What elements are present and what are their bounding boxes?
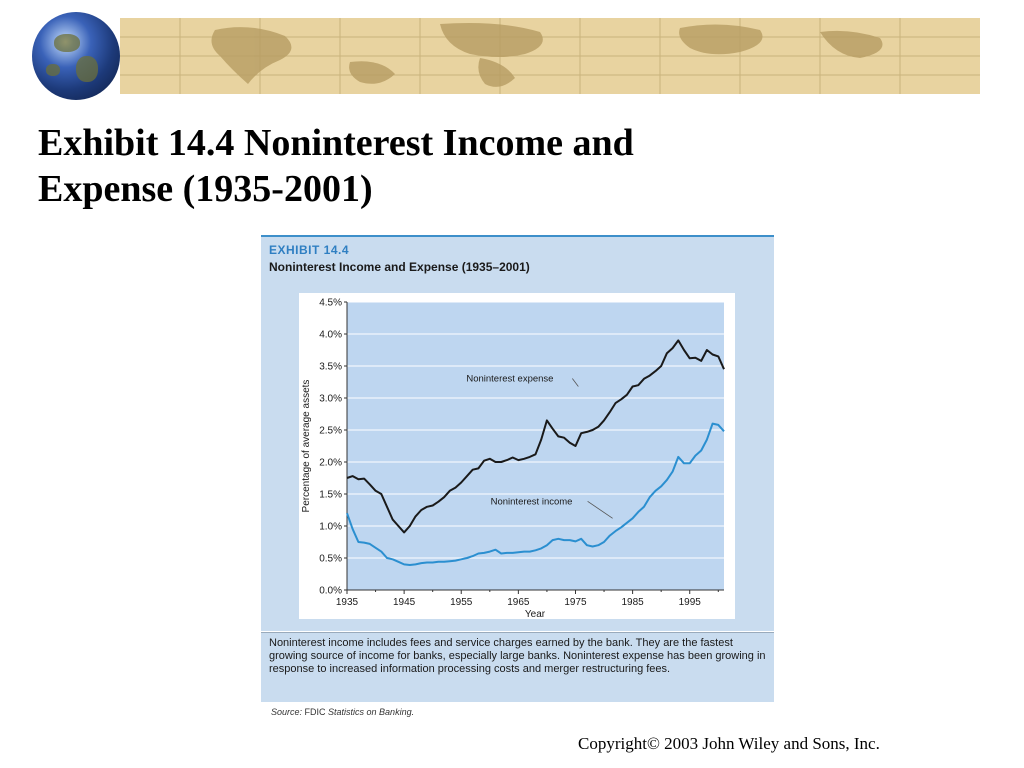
- slide-title: Exhibit 14.4 Noninterest Income and Expe…: [38, 120, 818, 212]
- annotation-label: Noninterest income: [491, 496, 573, 507]
- caption-text: Noninterest income includes fees and ser…: [269, 637, 766, 675]
- line-chart: 0.0% 0.5% 1.0% 1.5% 2.0% 2.5% 3.0% 3.5% 4.0% 4.5%…: [299, 293, 735, 620]
- exhibit-header: EXHIBIT 14.4 Noninterest Income and Expe…: [261, 235, 774, 283]
- exhibit-label: EXHIBIT 14.4: [269, 243, 350, 257]
- exhibit-caption: Noninterest income includes fees and ser…: [261, 632, 774, 702]
- series-lines: [346, 339, 725, 566]
- x-tick-label: 1995: [679, 597, 702, 608]
- y-tick-label: 3.0%: [319, 394, 342, 405]
- annotations: Noninterest expense Noninterest income: [466, 373, 613, 519]
- noninterest-income-line: [346, 422, 725, 566]
- x-axis-ticks: 1935 1945 1955 1965 1975 1985 1995: [336, 590, 719, 608]
- slide-title-line2: Expense (1935-2001): [38, 168, 373, 210]
- globe-icon: [32, 12, 120, 100]
- y-tick-label: 1.5%: [319, 490, 342, 501]
- exhibit-subtitle: Noninterest Income and Expense (1935–200…: [269, 260, 530, 274]
- plot-area: [347, 302, 724, 590]
- source-prefix: Source:: [271, 707, 303, 717]
- y-tick-label: 3.5%: [319, 362, 342, 373]
- x-tick-label: 1985: [621, 597, 644, 608]
- y-tick-label: 0.0%: [319, 586, 342, 597]
- map-banner: [120, 18, 980, 94]
- x-tick-label: 1945: [393, 597, 416, 608]
- source-title: Statistics on Banking.: [328, 707, 415, 717]
- source-note: Source: FDIC Statistics on Banking.: [271, 707, 414, 717]
- y-axis-label: Percentage of average assets: [301, 380, 312, 513]
- exhibit-figure: EXHIBIT 14.4 Noninterest Income and Expe…: [261, 235, 774, 722]
- y-tick-label: 2.0%: [319, 458, 342, 469]
- y-tick-label: 1.0%: [319, 522, 342, 533]
- y-tick-label: 2.5%: [319, 426, 342, 437]
- noninterest-expense-line: [346, 339, 725, 534]
- x-tick-label: 1935: [336, 597, 359, 608]
- source-org: FDIC: [302, 707, 329, 717]
- y-tick-label: 4.0%: [319, 330, 342, 341]
- x-axis-label: Year: [525, 609, 546, 620]
- slide-title-line1: Exhibit 14.4 Noninterest Income and: [38, 122, 634, 164]
- y-tick-label: 4.5%: [319, 298, 342, 309]
- copyright-notice: Copyright© 2003 John Wiley and Sons, Inc…: [578, 734, 880, 753]
- y-tick-label: 0.5%: [319, 554, 342, 565]
- annotation-label: Noninterest expense: [466, 373, 553, 384]
- x-tick-label: 1955: [450, 597, 473, 608]
- y-axis-ticks: 0.0% 0.5% 1.0% 1.5% 2.0% 2.5% 3.0% 3.5% 4.0% 4.5%: [319, 298, 347, 597]
- chart-panel: 0.0% 0.5% 1.0% 1.5% 2.0% 2.5% 3.0% 3.5% 4.0% 4.5%…: [261, 283, 774, 631]
- annotation-leader: [572, 378, 579, 387]
- x-tick-label: 1975: [564, 597, 587, 608]
- x-tick-label: 1965: [507, 597, 530, 608]
- world-map-graphic: [120, 18, 980, 94]
- annotation-leader: [587, 500, 613, 519]
